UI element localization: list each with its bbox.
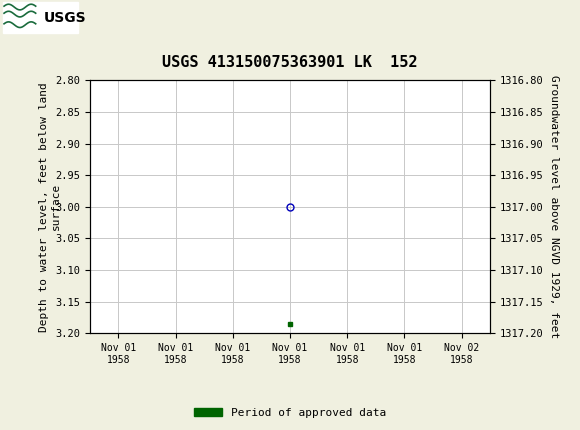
Y-axis label: Groundwater level above NGVD 1929, feet: Groundwater level above NGVD 1929, feet <box>549 75 559 338</box>
FancyBboxPatch shape <box>3 2 78 34</box>
Text: USGS 413150075363901 LK  152: USGS 413150075363901 LK 152 <box>162 55 418 70</box>
Text: USGS: USGS <box>44 11 86 25</box>
Legend: Period of approved data: Period of approved data <box>190 403 390 422</box>
Y-axis label: Depth to water level, feet below land
surface: Depth to water level, feet below land su… <box>39 82 60 332</box>
